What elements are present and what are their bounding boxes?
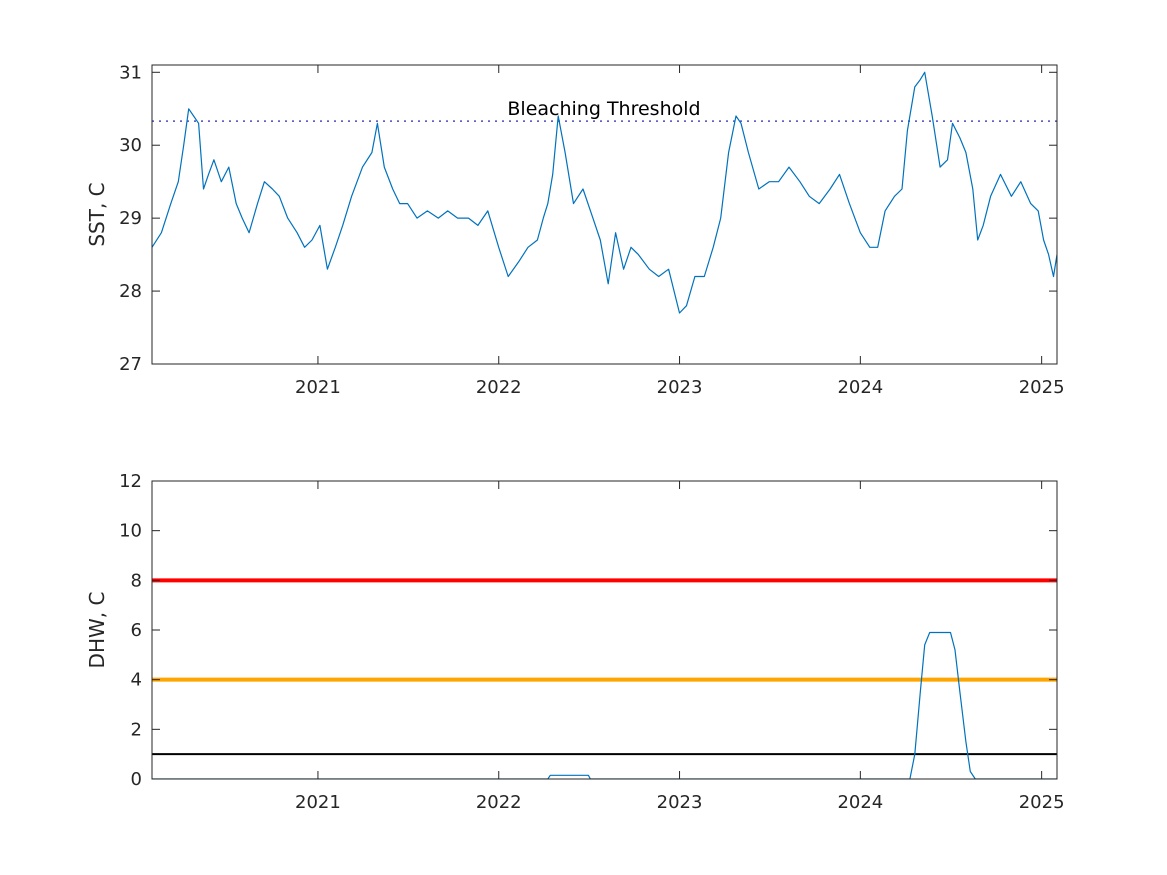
dhw-xtick-label: 2021 <box>295 792 341 813</box>
dhw-ytick-label: 0 <box>131 769 142 790</box>
sst-xtick-label: 2023 <box>657 377 703 398</box>
dhw-axes: 0 2 4 6 8 10 12 2021 2022 2023 2024 2025 DHW, C <box>85 471 1065 813</box>
sst-xtick-label: 2024 <box>837 377 883 398</box>
dhw-ytick-label: 2 <box>131 719 142 740</box>
dhw-ylabel: DHW, C <box>85 592 109 669</box>
sst-ytick-label: 31 <box>119 62 142 83</box>
sst-series-line <box>152 71 1057 314</box>
sst-ytick-label: 30 <box>119 135 142 156</box>
sst-ylabel: SST, C <box>85 182 109 246</box>
sst-ytick-label: 29 <box>119 208 142 229</box>
dhw-series-line <box>152 631 1057 779</box>
dhw-ytick-label: 12 <box>119 471 142 492</box>
dhw-ytick-label: 10 <box>119 521 142 542</box>
bleaching-threshold-label: Bleaching Threshold <box>507 98 700 120</box>
dhw-ytick-label: 8 <box>131 570 142 591</box>
sst-xtick-label: 2021 <box>295 377 341 398</box>
sst-xtick-label: 2025 <box>1019 377 1065 398</box>
sst-ytick-label: 27 <box>119 354 142 375</box>
sst-xtick-label: 2022 <box>476 377 522 398</box>
dhw-xtick-label: 2025 <box>1019 792 1065 813</box>
sst-ytick-label: 28 <box>119 281 142 302</box>
sst-axes-box <box>151 64 1058 365</box>
dhw-ytick-label: 6 <box>131 620 142 641</box>
dhw-xtick-label: 2022 <box>476 792 522 813</box>
dhw-xtick-label: 2024 <box>837 792 883 813</box>
sst-axes: Bleaching Threshold 27 28 29 30 31 2021 2022 202… <box>85 62 1065 398</box>
dhw-ytick-label: 4 <box>131 670 142 691</box>
dhw-xtick-label: 2023 <box>657 792 703 813</box>
